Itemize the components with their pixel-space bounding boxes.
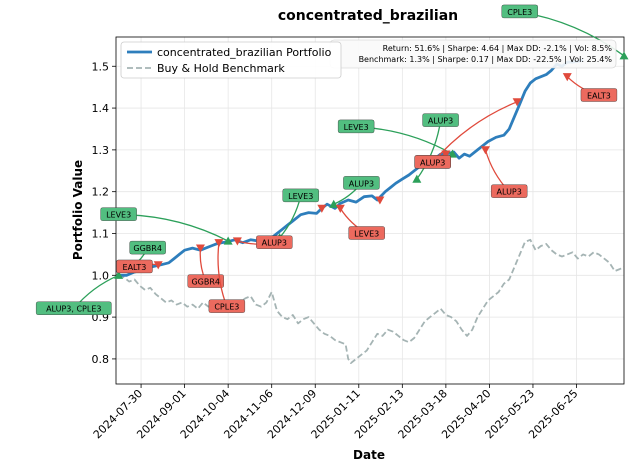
y-tick-label: 1.4 (92, 102, 110, 115)
sell-marker (480, 146, 490, 155)
portfolio-line (118, 58, 584, 277)
sell-marker (441, 150, 451, 159)
stats-portfolio: Return: 51.6% | Sharpe: 4.64 | Max DD: -… (383, 44, 613, 53)
annotations-group: ALUP3, CPLE3 GGBR4 LEVE3 LEVE3 ALUP3 ALUP3 LEV… (35, 4, 629, 315)
sell-marker (214, 239, 224, 248)
sell-label: ALUP3 (420, 158, 445, 167)
buy-label-box (422, 113, 459, 127)
buy-label-box (343, 176, 380, 190)
sell-label: CPLE3 (214, 303, 239, 312)
buy-marker (619, 51, 629, 60)
sell-label: GGBR4 (191, 278, 220, 287)
stats-box: Return: 51.6% | Sharpe: 4.64 | Max DD: -… (329, 39, 617, 69)
sell-marker (335, 204, 345, 213)
buy-label-box (129, 240, 166, 255)
buy-label: ALUP3 (428, 117, 453, 126)
buy-label-box (501, 4, 538, 19)
sell-label: ALUP3 (497, 188, 522, 197)
buy-marker (114, 270, 124, 279)
sell-label: EALT3 (587, 92, 611, 101)
legend-label-benchmark: Buy & Hold Benchmark (157, 62, 285, 75)
buy-label-box (35, 301, 112, 315)
sell-label-box (256, 235, 293, 249)
chart-title: concentrated_brazilian (278, 8, 458, 24)
sell-label-box (414, 155, 451, 169)
y-tick-label: 0.8 (92, 353, 110, 366)
buy-marker (447, 149, 457, 158)
sell-label: LEVE3 (354, 229, 379, 238)
y-tick-label: 1.3 (92, 144, 110, 157)
y-axis-label: Portfolio Value (71, 160, 85, 260)
buy-label: ALUP3 (349, 179, 374, 188)
sell-label-box (491, 184, 528, 198)
legend: concentrated_brazilian Portfolio Buy & Ho… (120, 41, 342, 79)
y-tick-label: 1.5 (92, 60, 110, 73)
buy-label-box (337, 119, 375, 134)
buy-label: LEVE3 (344, 123, 369, 132)
sell-marker (375, 196, 385, 205)
buy-marker (223, 236, 233, 245)
series-group (118, 58, 624, 364)
sell-marker (317, 204, 327, 213)
sell-label: EALT3 (123, 263, 147, 272)
legend-frame (120, 41, 342, 79)
sell-marker (195, 244, 205, 253)
sell-label: ALUP3 (262, 239, 287, 248)
sell-marker (562, 73, 572, 82)
stats-benchmark: Benchmark: 1.3% | Sharpe: 0.17 | Max DD:… (359, 55, 613, 64)
buy-label: ALUP3, CPLE3 (46, 305, 101, 314)
buy-marker (329, 199, 339, 208)
buy-label: GGBR4 (133, 244, 162, 253)
x-axis-label: Date (353, 448, 385, 462)
buy-label-box (282, 188, 319, 203)
y-tick-label: 1.2 (92, 186, 110, 199)
sell-marker (153, 261, 163, 270)
sell-label-box (208, 299, 246, 313)
buy-marker (412, 174, 422, 183)
sell-marker (512, 98, 522, 107)
sell-label-box (580, 88, 618, 102)
buy-label: CPLE3 (507, 8, 532, 17)
sell-label-box (187, 274, 224, 288)
sell-marker (232, 237, 242, 246)
legend-label-portfolio: concentrated_brazilian Portfolio (157, 46, 332, 59)
y-tick-label: 1.1 (92, 227, 110, 240)
y-tick-label: 1.0 (92, 269, 110, 282)
buy-label: LEVE3 (288, 192, 313, 201)
sell-arrow (432, 101, 518, 163)
sell-label-box (116, 259, 153, 274)
buy-label-box (100, 207, 137, 221)
buy-label: LEVE3 (106, 211, 131, 220)
benchmark-line (118, 238, 624, 364)
sell-label-box (348, 226, 385, 240)
